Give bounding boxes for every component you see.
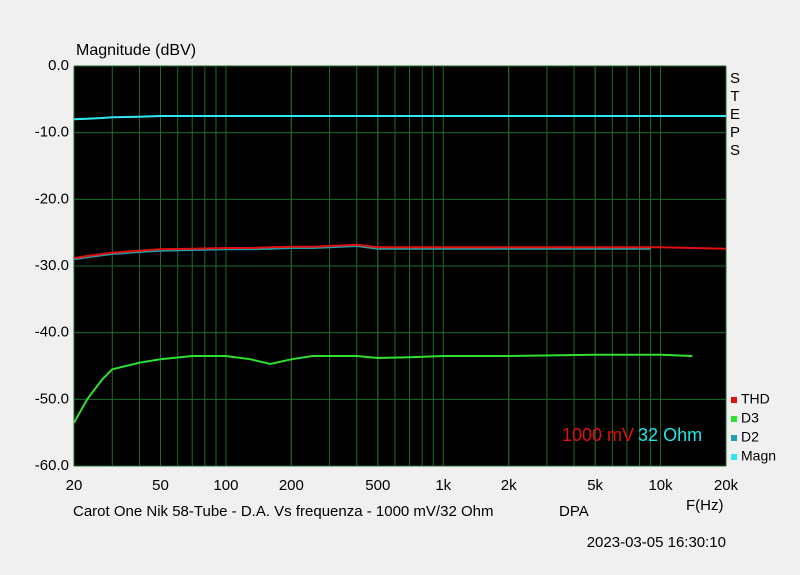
x-tick-label: 200 bbox=[279, 477, 304, 494]
legend-label: Magn bbox=[741, 448, 776, 464]
legend-swatch bbox=[731, 397, 737, 403]
x-tick-label: 50 bbox=[152, 477, 169, 494]
x-tick-label: 20k bbox=[714, 477, 739, 494]
y-tick-label: -30.0 bbox=[35, 257, 69, 274]
series-line bbox=[73, 244, 651, 261]
x-tick-label: 10k bbox=[648, 477, 673, 494]
x-tick-label: 2k bbox=[501, 477, 517, 494]
annotation-text: 1000 mV bbox=[562, 425, 634, 445]
x-tick-label: 1k bbox=[435, 477, 451, 494]
side-label: STEPS bbox=[727, 70, 744, 160]
x-tick-label: 20 bbox=[66, 477, 83, 494]
timestamp: 2023-03-05 16:30:10 bbox=[587, 534, 726, 551]
x-tick-label: 5k bbox=[587, 477, 603, 494]
legend-swatch bbox=[731, 435, 737, 441]
legend-label: D2 bbox=[741, 429, 759, 445]
y-tick-label: -20.0 bbox=[35, 190, 69, 207]
legend-swatch bbox=[731, 416, 737, 422]
annotation: 1000 mV 32 Ohm bbox=[562, 425, 702, 445]
source: DPA bbox=[559, 503, 589, 520]
y-axis-label: Magnitude (dBV) bbox=[76, 42, 196, 59]
legend-swatch bbox=[731, 454, 737, 460]
x-tick-label: 100 bbox=[213, 477, 238, 494]
legend-label: THD bbox=[741, 391, 770, 407]
chart-title: Carot One Nik 58-Tube - D.A. Vs frequenz… bbox=[73, 503, 493, 520]
series-line bbox=[73, 353, 693, 424]
series-line bbox=[73, 243, 727, 259]
series-line bbox=[73, 115, 726, 121]
y-tick-label: -60.0 bbox=[35, 457, 69, 474]
legend-label: D3 bbox=[741, 410, 759, 426]
y-tick-label: -50.0 bbox=[35, 390, 69, 407]
annotation-text: 32 Ohm bbox=[638, 425, 702, 445]
x-axis-label: F(Hz) bbox=[686, 497, 724, 514]
y-tick-label: 0.0 bbox=[48, 57, 69, 74]
y-tick-label: -40.0 bbox=[35, 324, 69, 341]
y-tick-label: -10.0 bbox=[35, 124, 69, 141]
x-tick-label: 500 bbox=[365, 477, 390, 494]
